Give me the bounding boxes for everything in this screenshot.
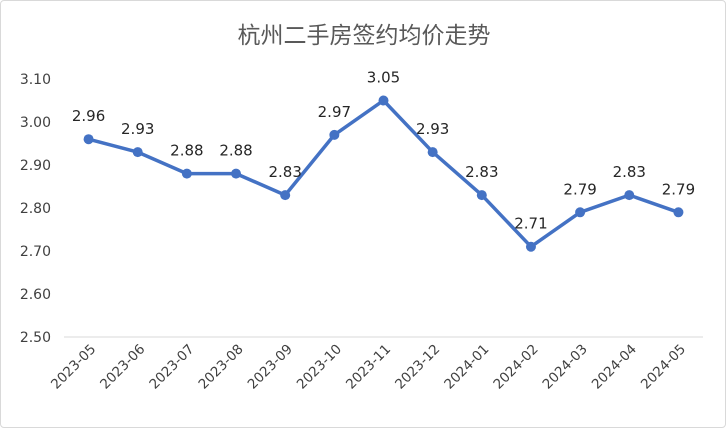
data-point [476, 190, 487, 201]
data-label: 2.83 [613, 163, 646, 181]
data-point [83, 134, 94, 145]
data-label: 2.71 [514, 215, 547, 233]
data-label: 2.83 [465, 163, 498, 181]
y-axis-ticks: 2.50 2.60 2.70 2.80 2.90 3.00 3.10 [20, 72, 51, 346]
y-tick-label: 3.10 [20, 72, 51, 88]
x-tick-label: 2023-08 [195, 341, 246, 392]
data-point [378, 95, 389, 106]
series-line [86, 98, 681, 249]
x-tick-label: 2024-02 [490, 341, 541, 392]
y-tick-label: 2.60 [20, 287, 51, 303]
y-tick-label: 2.50 [20, 330, 51, 346]
data-label: 2.83 [268, 163, 301, 181]
data-point [280, 190, 291, 201]
y-tick-label: 2.70 [20, 244, 51, 260]
data-label: 2.96 [72, 107, 105, 125]
data-label: 2.79 [563, 180, 596, 198]
x-tick-label: 2023-07 [146, 341, 197, 392]
data-label: 2.88 [170, 142, 203, 160]
data-label: 2.79 [662, 180, 695, 198]
x-tick-label: 2024-04 [589, 341, 640, 392]
x-tick-label: 2024-05 [638, 341, 689, 392]
data-label: 2.88 [219, 142, 252, 160]
x-tick-label: 2023-09 [245, 341, 296, 392]
data-label: 2.93 [121, 120, 154, 138]
x-tick-label: 2024-03 [540, 341, 591, 392]
chart-title: 杭州二手房签约均价走势 [238, 23, 491, 49]
x-axis-ticks: 2023-052023-062023-072023-082023-092023-… [48, 341, 689, 392]
data-label: 3.05 [367, 69, 400, 87]
data-point [575, 207, 586, 218]
x-tick-label: 2023-06 [97, 341, 148, 392]
x-tick-label: 2023-05 [48, 341, 99, 392]
data-point [231, 168, 242, 179]
data-point [673, 207, 684, 218]
x-tick-label: 2023-10 [294, 341, 345, 392]
data-point [525, 241, 536, 252]
data-point [624, 190, 635, 201]
y-tick-label: 3.00 [20, 115, 51, 131]
data-point [132, 147, 143, 158]
y-tick-label: 2.90 [20, 158, 51, 174]
data-label: 2.97 [318, 103, 351, 121]
data-point [181, 168, 192, 179]
data-point [427, 147, 438, 158]
y-tick-label: 2.80 [20, 201, 51, 217]
series-markers [83, 95, 684, 252]
x-tick-label: 2023-11 [343, 341, 394, 392]
x-tick-label: 2023-12 [392, 341, 443, 392]
data-point [329, 129, 340, 140]
data-labels: 2.96 2.93 2.88 2.88 2.83 2.97 3.05 2.93 2.83 2.71… [72, 69, 695, 233]
x-tick-label: 2024-01 [441, 341, 492, 392]
data-label: 2.93 [416, 120, 449, 138]
